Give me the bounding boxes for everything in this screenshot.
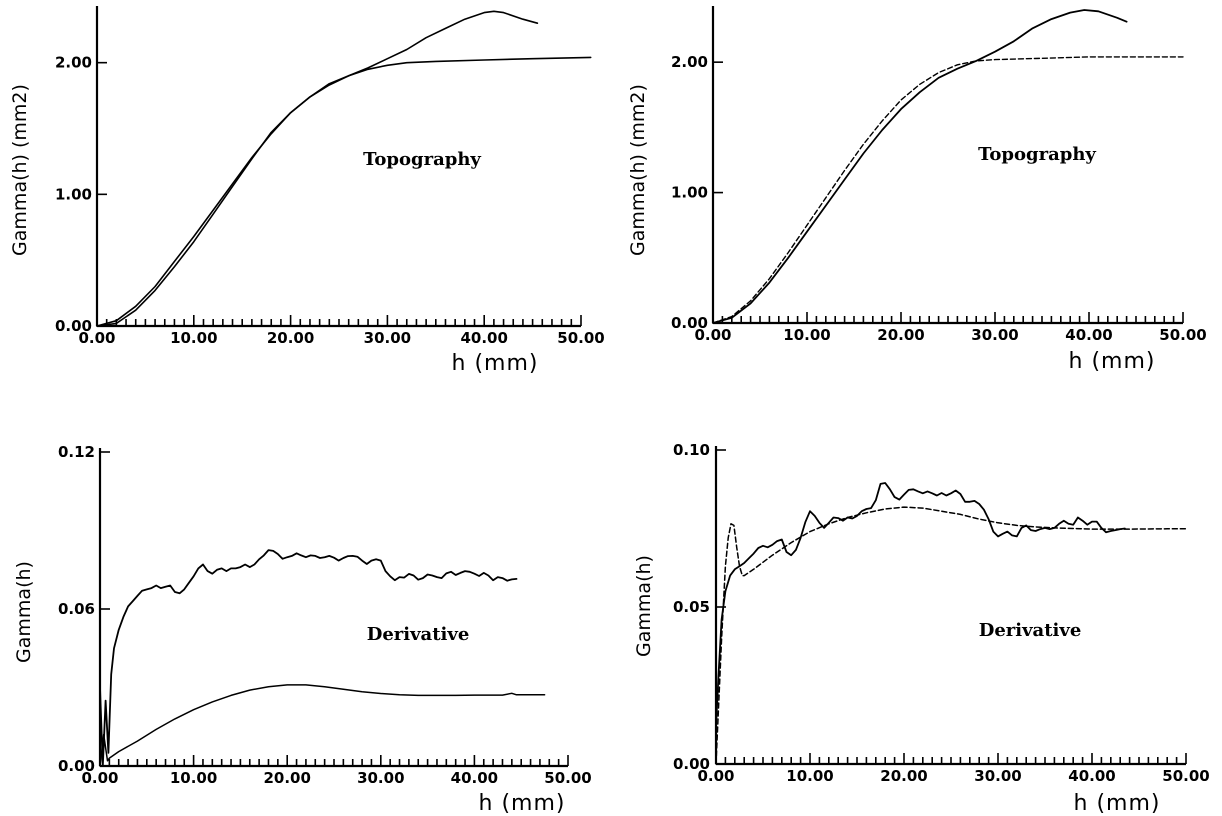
x-tick-label: 50.00 [557, 329, 604, 347]
x-tick-label: 0.00 [81, 769, 118, 787]
y-tick-label: 0.12 [58, 443, 95, 461]
x-tick-label: 0.00 [694, 326, 731, 344]
x-tick-label: 30.00 [971, 326, 1018, 344]
y-axis-title: Gamma(h) [13, 561, 35, 663]
x-tick-label: 50.00 [544, 769, 591, 787]
panel-top-left: 0.00 10.00 20.00 30.00 40.00 50.00 0.00 1.00 2.0… [9, 6, 605, 376]
x-tick-label: 10.00 [170, 769, 217, 787]
series-line-1 [715, 482, 1126, 728]
y-tick-label: 2.00 [55, 54, 92, 72]
y-tick-label: 1.00 [55, 185, 92, 203]
y-axis-title: Gamma(h) (mm2) [627, 84, 649, 256]
x-tick-label: 0.00 [78, 329, 115, 347]
y-axis-title: Gamma(h) [633, 555, 655, 657]
panel-top-right: 0.00 10.00 20.00 30.00 40.00 50.00 0.00 1.00 2.0… [627, 6, 1207, 374]
panel-annotation: Topography [363, 149, 481, 170]
y-tick-label: 0.10 [673, 441, 710, 459]
x-axis-title: h (mm) [1069, 349, 1156, 374]
x-axis-title: h (mm) [452, 351, 539, 376]
panel-annotation: Derivative [979, 620, 1082, 641]
x-tick-label: 40.00 [1068, 767, 1115, 785]
panel-bottom-right: 0.00 10.00 20.00 30.00 40.00 50.00 0.00 0.05 0.1… [633, 441, 1210, 816]
series-line-1 [96, 10, 539, 327]
series-line-2 [96, 56, 592, 327]
y-tick-label: 0.00 [55, 317, 92, 335]
x-tick-label: 30.00 [357, 769, 404, 787]
y-tick-label: 0.00 [671, 314, 708, 332]
x-tick-label: 10.00 [170, 329, 217, 347]
panel-annotation: Derivative [367, 624, 470, 645]
x-tick-label: 50.00 [1159, 326, 1206, 344]
y-axis-title: Gamma(h) (mm2) [9, 84, 31, 256]
x-tick-label: 30.00 [974, 767, 1021, 785]
x-tick-label: 20.00 [267, 329, 314, 347]
series-line-2 [712, 56, 1184, 324]
panel-bottom-left: 0.00 10.00 20.00 30.00 40.00 50.00 0.00 0.06 0.1… [13, 443, 592, 816]
y-tick-label: 1.00 [671, 184, 708, 202]
x-tick-label: 40.00 [1065, 326, 1112, 344]
series-line-1 [712, 9, 1128, 324]
x-tick-label: 20.00 [263, 769, 310, 787]
x-tick-label: 10.00 [783, 326, 830, 344]
x-tick-label: 40.00 [460, 329, 507, 347]
x-tick-label: 40.00 [451, 769, 498, 787]
y-tick-label: 2.00 [671, 53, 708, 71]
series-line-2 [99, 684, 546, 767]
x-tick-label: 10.00 [786, 767, 833, 785]
x-tick-label: 20.00 [880, 767, 927, 785]
y-tick-label: 0.00 [673, 755, 710, 773]
series-line-1 [99, 549, 518, 767]
y-tick-label: 0.00 [58, 757, 95, 775]
panel-annotation: Topography [978, 144, 1096, 165]
y-tick-label: 0.06 [58, 600, 95, 618]
x-axis-title: h (mm) [1074, 791, 1161, 816]
x-tick-label: 20.00 [877, 326, 924, 344]
x-axis-title: h (mm) [479, 791, 566, 816]
series-line-2 [715, 506, 1187, 765]
x-tick-label: 30.00 [364, 329, 411, 347]
x-tick-label: 50.00 [1162, 767, 1209, 785]
x-tick-label: 0.00 [697, 767, 734, 785]
y-tick-label: 0.05 [673, 598, 710, 616]
